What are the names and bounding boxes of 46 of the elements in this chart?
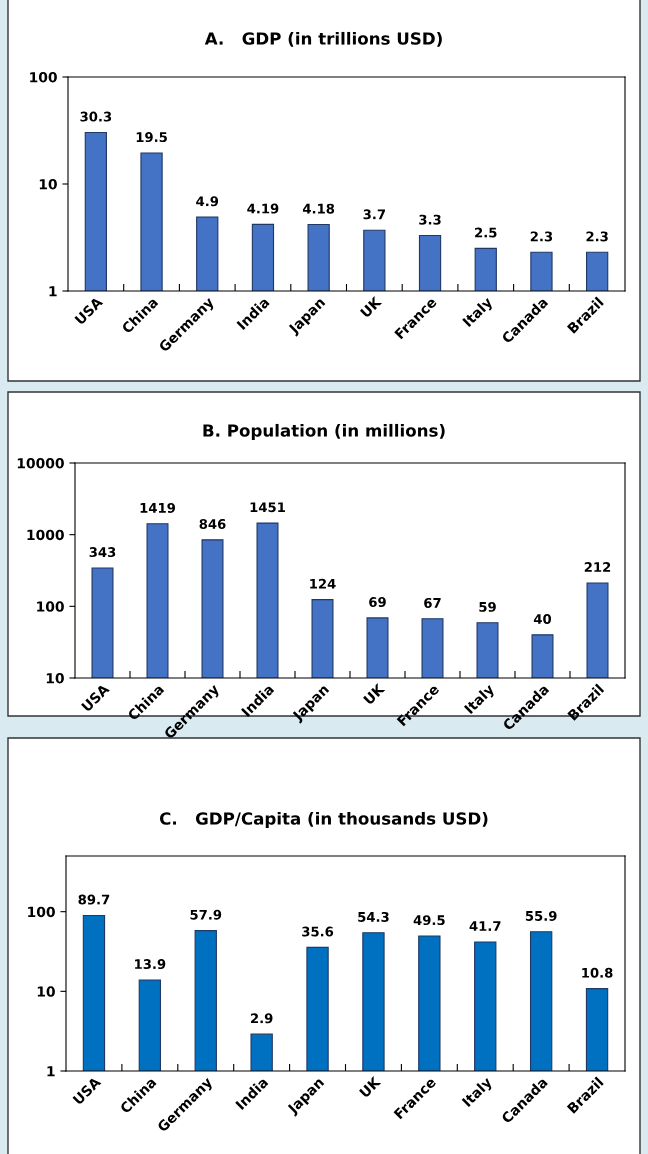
data-label: 1451 xyxy=(250,502,285,513)
y-tick-label: 100 xyxy=(37,601,64,612)
data-label: 40 xyxy=(533,613,552,624)
y-tick-label: 10 xyxy=(37,986,55,997)
data-label: 10.8 xyxy=(582,967,613,978)
y-tick-label: 10 xyxy=(46,672,64,684)
data-label: 2.9 xyxy=(251,1013,273,1024)
data-label: 4.9 xyxy=(196,196,219,207)
data-label: 2.3 xyxy=(530,231,553,242)
data-label: 846 xyxy=(199,519,226,529)
x-tick-label: UK xyxy=(363,682,386,706)
y-tick-label: 10000 xyxy=(17,457,64,469)
data-label: 55.9 xyxy=(525,910,557,921)
chart-title: C. GDP/Capita (in thousands USD) xyxy=(159,811,488,829)
data-label: 3.3 xyxy=(419,214,441,225)
data-label: 13.9 xyxy=(135,959,166,970)
data-label: 4.18 xyxy=(302,203,335,214)
data-label: 124 xyxy=(310,578,336,589)
x-tick-label: UK xyxy=(359,295,383,319)
data-label: 57.9 xyxy=(190,909,222,920)
data-label: 212 xyxy=(584,562,611,572)
y-tick-label: 100 xyxy=(30,71,57,83)
data-label: 59 xyxy=(479,601,496,612)
data-label: 54.3 xyxy=(358,911,389,922)
y-tick-label: 1 xyxy=(47,1066,55,1077)
chart-title: B. Population (in millions) xyxy=(203,423,445,441)
y-tick-label: 1000 xyxy=(27,529,64,541)
data-label: 343 xyxy=(89,547,116,558)
data-label: 49.5 xyxy=(413,915,445,926)
y-tick-label: 10 xyxy=(39,178,57,190)
y-tick-label: 1 xyxy=(49,286,57,297)
data-label: 69 xyxy=(369,597,386,607)
data-label: 19.5 xyxy=(136,132,167,143)
chart-title: A. GDP (in trillions USD) xyxy=(204,31,442,47)
data-label: 1419 xyxy=(140,502,176,513)
data-label: 89.7 xyxy=(78,894,110,905)
data-label: 67 xyxy=(424,597,441,608)
y-tick-label: 100 xyxy=(28,906,55,918)
x-tick-label: UK xyxy=(359,1075,382,1099)
data-label: 30.3 xyxy=(80,111,112,122)
data-label: 2.5 xyxy=(475,227,497,238)
data-label: 3.7 xyxy=(363,209,385,220)
data-label: 2.3 xyxy=(586,231,608,242)
data-label: 4.19 xyxy=(247,203,279,214)
data-label: 41.7 xyxy=(469,921,501,931)
data-label: 35.6 xyxy=(302,926,334,937)
